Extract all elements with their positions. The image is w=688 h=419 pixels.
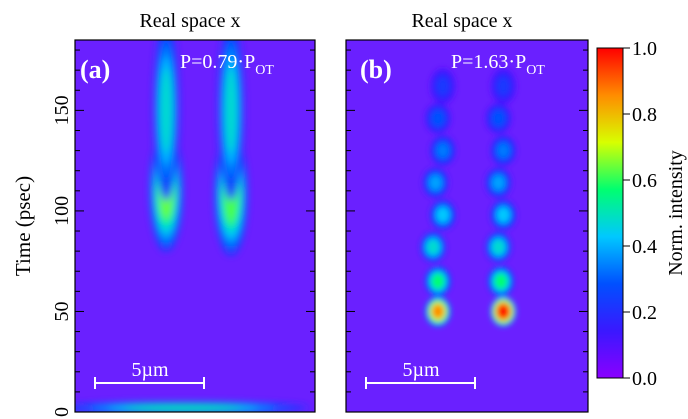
intensity-peak-b-9 xyxy=(492,175,505,190)
colorbar-tick-label: 1.0 xyxy=(632,38,657,60)
scale-bar-b-label: 5µm xyxy=(402,359,440,381)
colorbar-tick-label: 0.6 xyxy=(632,170,657,192)
intensity-peak-b-3 xyxy=(494,274,507,289)
y-axis-label: Time (psec) xyxy=(11,176,35,276)
panel-a-label: (a) xyxy=(80,55,110,84)
y-axis-b xyxy=(346,49,588,413)
power-b-subscript: OT xyxy=(526,63,545,78)
colorbar-tick-label: 0.0 xyxy=(632,368,657,390)
colorbar-tick-label: 0.4 xyxy=(632,236,657,258)
intensity-peak-b-7 xyxy=(497,207,510,222)
heatmap-b-background xyxy=(346,40,588,412)
panel-a-title: Real space x xyxy=(139,10,240,32)
colorbar: 0.0 0.2 0.4 0.6 0.8 1.0 Norm. intensity xyxy=(596,38,687,390)
intensity-peak-b-8 xyxy=(429,175,442,190)
y-axis-a: 0 50 100 150 xyxy=(51,49,315,417)
scale-bar-a: 5µm xyxy=(94,359,205,389)
scale-bar-a-label: 5µm xyxy=(131,359,169,381)
intensity-peak-b-1 xyxy=(497,304,510,319)
power-a-subscript: OT xyxy=(255,63,274,78)
intensity-peak-b-10 xyxy=(436,143,449,158)
intensity-peak-b-6 xyxy=(436,207,449,222)
intensity-peak-a-2 xyxy=(160,68,173,153)
scale-bar-b: 5µm xyxy=(365,359,476,389)
y-tick-label: 0 xyxy=(51,407,73,417)
y-tick-label: 150 xyxy=(51,95,73,125)
intensity-peak-b-0 xyxy=(432,304,444,319)
intensity-peak-b-5 xyxy=(492,240,505,255)
power-a-prefix: P=0.79·P xyxy=(180,51,255,73)
heatmap-a-background xyxy=(75,40,315,412)
y-tick-label: 100 xyxy=(51,196,73,226)
y-tick-label: 50 xyxy=(51,301,73,321)
panel-b-power-label: P=1.63·POT xyxy=(451,51,545,78)
intensity-peak-a-4 xyxy=(124,405,242,411)
colorbar-tick-label: 0.2 xyxy=(632,302,657,324)
intensity-peak-b-2 xyxy=(432,274,444,289)
heatmap-panel-a: 0 50 100 150 xyxy=(51,39,316,417)
intensity-peak-b-14 xyxy=(436,77,449,95)
heatmap-panel-b xyxy=(345,39,589,413)
heatmap-b-intensity xyxy=(420,68,517,327)
colorbar-label: Norm. intensity xyxy=(665,150,687,276)
panel-b-label: (b) xyxy=(360,55,392,84)
heatmap-b-frame xyxy=(345,39,589,413)
power-b-prefix: P=1.63·P xyxy=(451,51,526,73)
intensity-peak-b-11 xyxy=(497,143,510,158)
colorbar-ticks: 0.0 0.2 0.4 0.6 0.8 1.0 xyxy=(623,38,657,390)
intensity-peak-b-15 xyxy=(497,77,510,95)
panel-a-power-label: P=0.79·POT xyxy=(180,51,274,78)
colorbar-tick-label: 0.8 xyxy=(632,104,657,126)
heatmap-a-intensity xyxy=(75,40,309,412)
intensity-peak-b-12 xyxy=(432,111,444,126)
intensity-peak-b-13 xyxy=(492,111,505,126)
colorbar-gradient xyxy=(596,47,624,379)
panel-b-title: Real space x xyxy=(411,10,512,32)
intensity-peak-a-3 xyxy=(225,68,237,153)
heatmap-a-frame xyxy=(74,39,316,413)
intensity-peak-b-4 xyxy=(427,240,440,255)
